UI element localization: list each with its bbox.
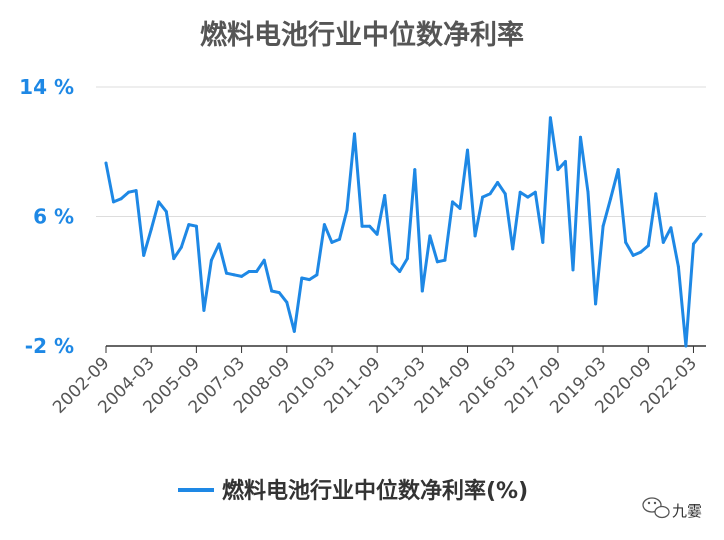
data-point <box>616 168 620 172</box>
data-point <box>518 190 522 194</box>
data-point <box>194 224 198 228</box>
data-point <box>676 265 680 269</box>
data-point <box>134 189 138 193</box>
data-point <box>473 234 477 238</box>
data-point <box>661 240 665 244</box>
data-point <box>496 181 500 184</box>
series-line <box>104 116 703 348</box>
data-point <box>202 308 206 312</box>
data-point <box>579 135 582 139</box>
data-point <box>398 270 402 273</box>
data-point <box>179 245 183 249</box>
data-point <box>526 195 530 199</box>
data-point <box>172 257 176 261</box>
data-point <box>345 208 349 212</box>
data-point <box>451 200 454 204</box>
data-point <box>556 168 560 172</box>
data-point <box>405 257 409 261</box>
data-point <box>292 329 296 333</box>
data-point <box>594 302 598 306</box>
data-point <box>262 258 266 262</box>
data-point <box>684 344 688 348</box>
data-point <box>413 168 417 172</box>
y-tick-label: -2 % <box>25 334 74 358</box>
data-point <box>533 190 537 194</box>
data-point <box>669 226 673 230</box>
data-point <box>119 197 123 201</box>
data-point <box>277 291 281 295</box>
data-point <box>548 116 552 120</box>
wechat-icon <box>642 497 670 519</box>
data-point <box>631 253 635 257</box>
y-axis-ticks: 14 % 6 % -2 % <box>19 75 74 358</box>
data-point <box>353 132 356 136</box>
data-point <box>390 261 394 265</box>
data-point <box>563 160 567 163</box>
data-point <box>503 192 507 196</box>
y-tick-label: 6 % <box>33 205 74 229</box>
legend-label: 燃料电池行业中位数净利率(%) <box>222 478 528 504</box>
data-point <box>488 192 492 196</box>
data-point <box>435 260 439 264</box>
data-point <box>300 276 304 280</box>
data-point <box>322 223 326 227</box>
data-point <box>149 227 153 231</box>
data-point <box>285 300 289 304</box>
data-point <box>624 240 628 244</box>
data-point <box>420 289 424 293</box>
watermark: 九霎 <box>642 497 702 520</box>
data-point <box>639 250 643 254</box>
data-point <box>112 200 115 204</box>
data-point <box>541 240 545 244</box>
data-point <box>225 271 228 275</box>
series-group <box>104 116 703 348</box>
data-point <box>601 224 605 228</box>
data-point <box>255 270 259 273</box>
data-point <box>187 223 191 227</box>
data-point <box>240 274 244 278</box>
legend: 燃料电池行业中位数净利率(%) <box>178 478 528 504</box>
data-point <box>127 190 131 194</box>
x-axis-ticks: 2002-092004-032005-092007-032008-092010-… <box>49 346 701 418</box>
data-point <box>330 240 334 244</box>
data-point <box>360 224 364 228</box>
data-point <box>217 242 221 246</box>
data-point <box>307 278 311 282</box>
data-point <box>466 148 469 152</box>
data-point <box>315 273 319 277</box>
watermark-text: 九霎 <box>672 502 702 520</box>
data-point <box>443 258 447 262</box>
data-point <box>157 200 161 204</box>
data-point <box>247 270 251 273</box>
data-point <box>270 289 274 293</box>
data-point <box>646 244 650 248</box>
data-point <box>164 210 168 214</box>
data-point <box>609 197 613 201</box>
data-point <box>104 161 108 165</box>
data-point <box>654 192 658 196</box>
data-point <box>383 194 387 197</box>
data-point <box>586 190 590 194</box>
data-point <box>368 224 372 228</box>
y-tick-label: 14 % <box>19 75 74 99</box>
data-point <box>209 258 213 262</box>
data-point <box>699 232 703 236</box>
data-point <box>571 268 575 272</box>
grid-lines <box>96 86 706 217</box>
data-point <box>481 195 485 199</box>
data-point <box>511 247 515 251</box>
chart-title: 燃料电池行业中位数净利率 <box>200 19 524 51</box>
data-point <box>142 253 146 257</box>
data-point <box>338 237 341 241</box>
data-point <box>428 234 432 238</box>
data-point <box>458 206 462 210</box>
data-point <box>692 242 695 246</box>
data-point <box>232 273 236 277</box>
data-point <box>375 232 379 236</box>
